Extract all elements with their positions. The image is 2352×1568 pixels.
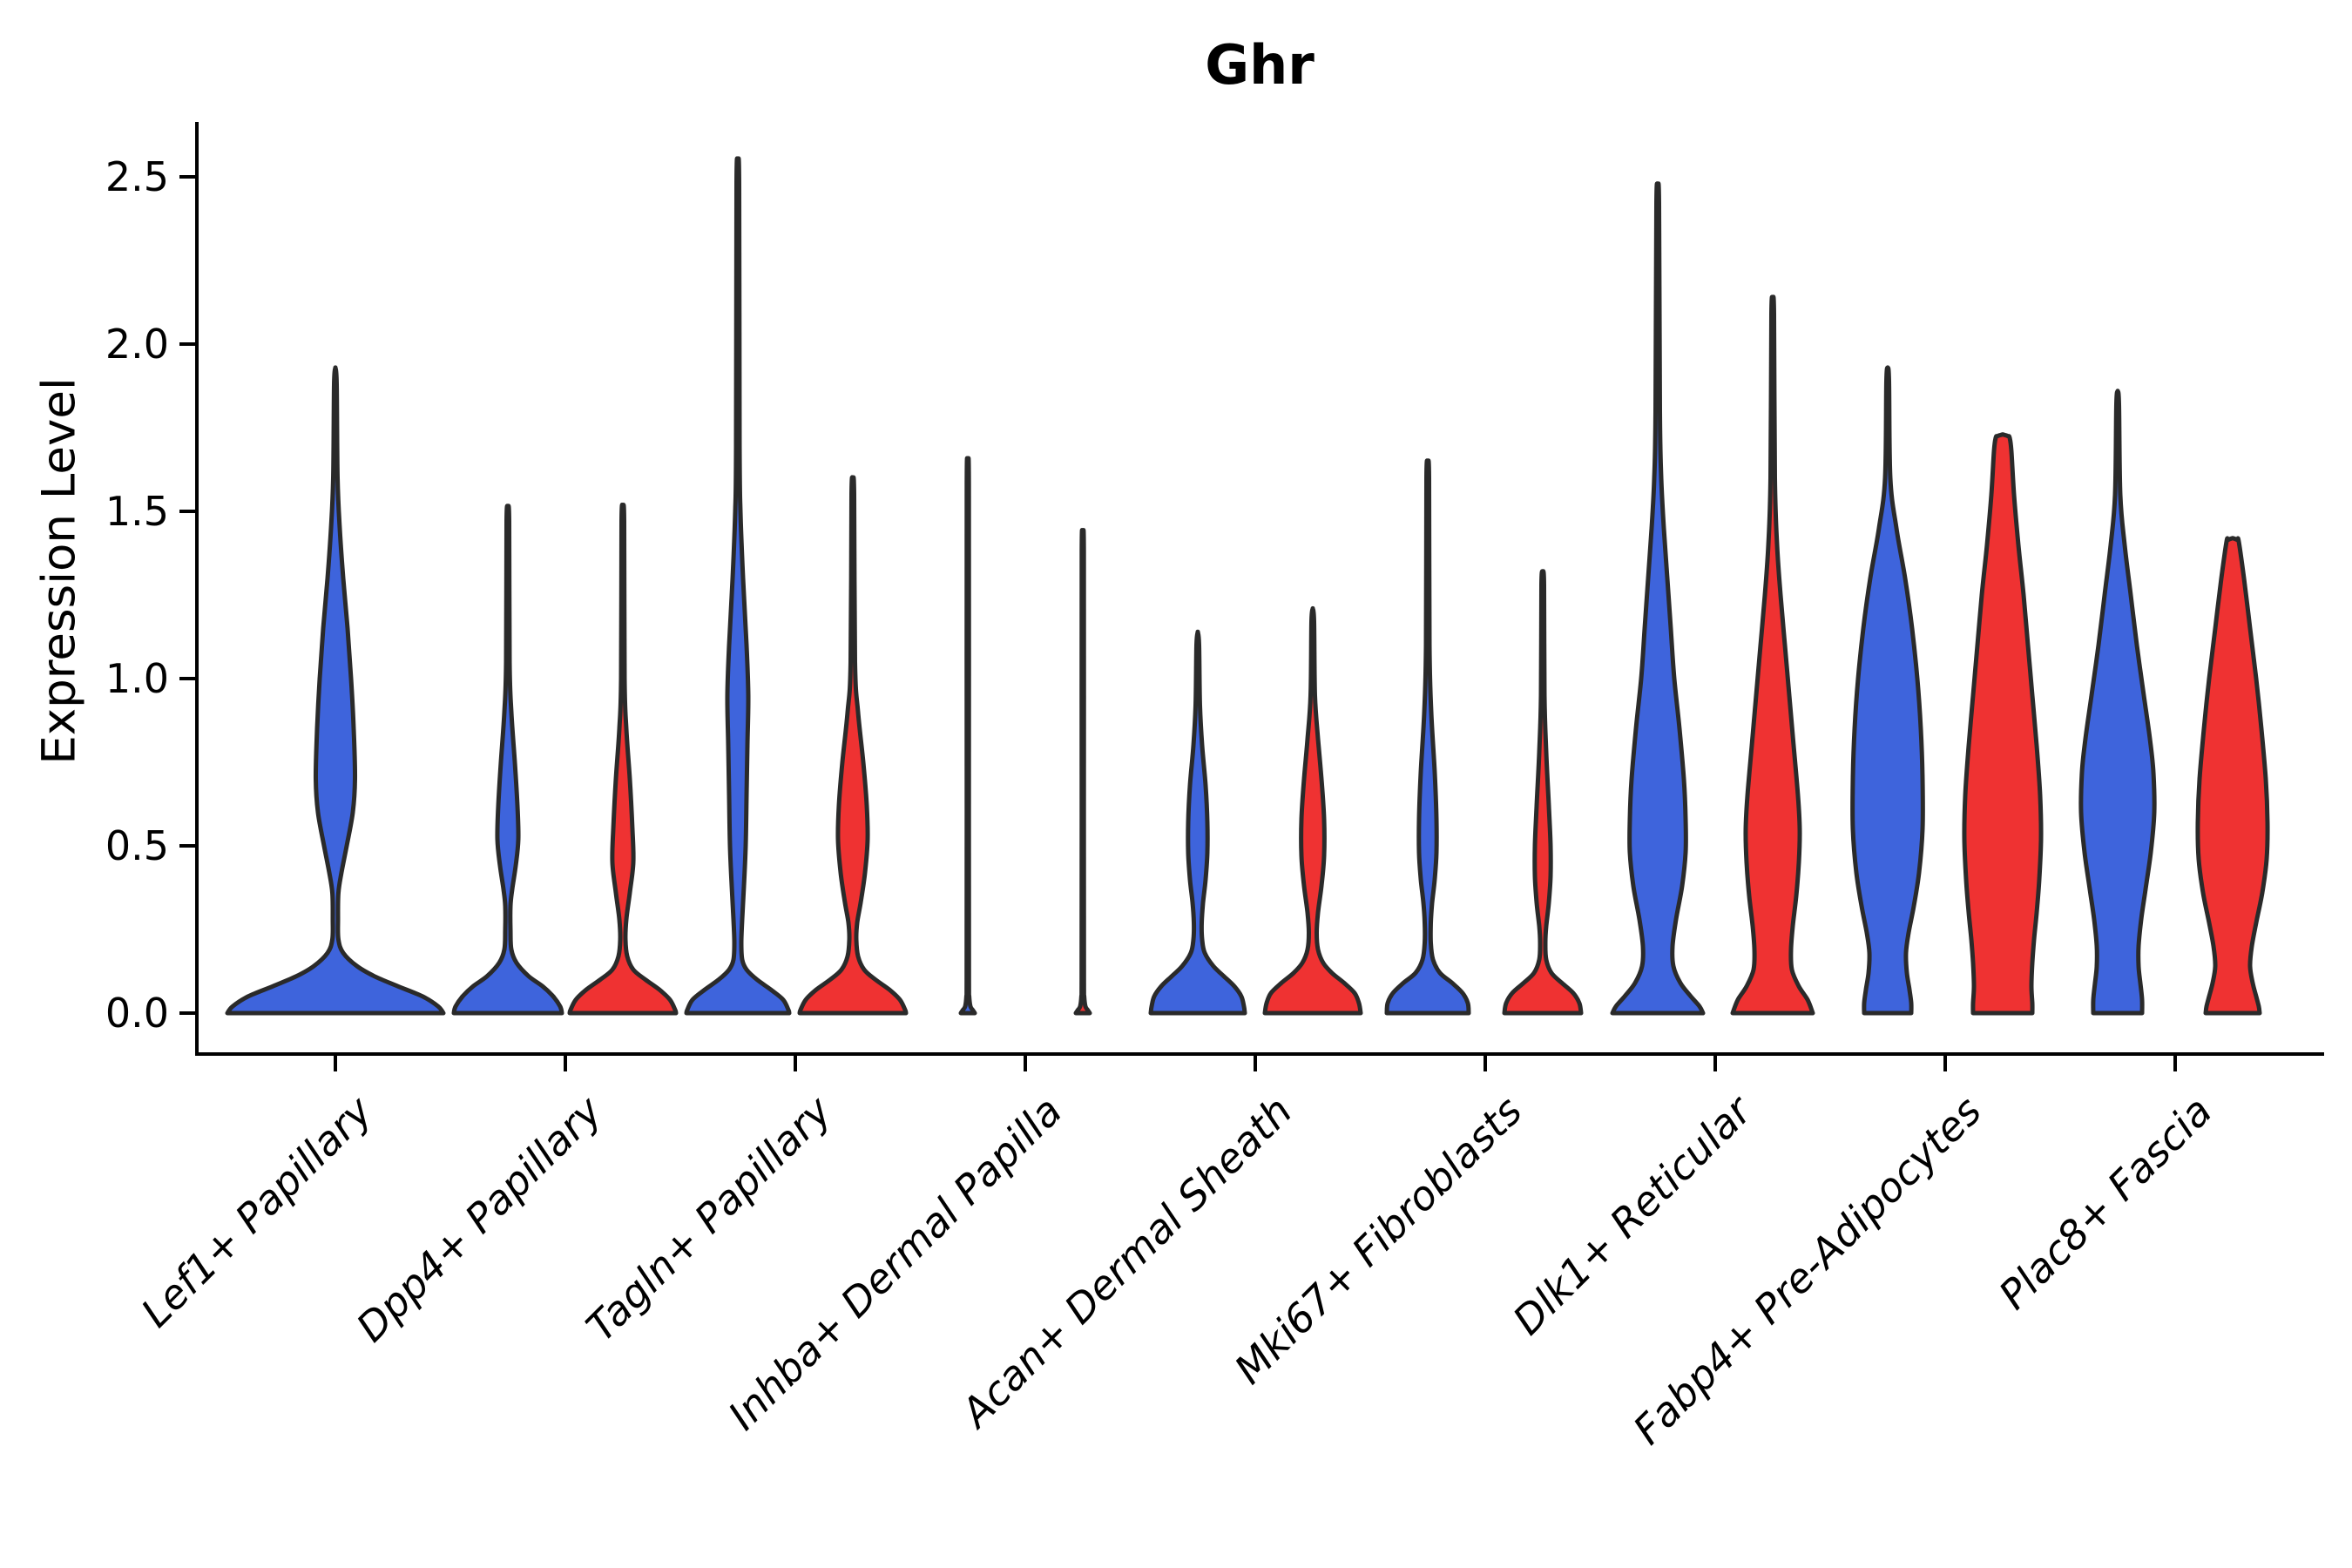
violin-g6-red — [1730, 294, 1815, 1016]
violin-g4-blue — [1148, 629, 1247, 1016]
y-tick-label: 1.5 — [105, 488, 169, 535]
violin-g1-blue — [451, 504, 564, 1016]
violin-g5-red — [1502, 569, 1584, 1016]
y-tick-label: 0.5 — [105, 822, 169, 869]
violins-layer — [225, 156, 2270, 1016]
y-axis-title: Expression Level — [32, 377, 86, 765]
y-tick-label: 2.0 — [105, 321, 169, 368]
violin-g3-blue — [958, 456, 977, 1016]
violin-g2-red — [797, 475, 909, 1016]
violin-g8-red — [2195, 536, 2270, 1016]
violin-g8-blue — [2078, 389, 2157, 1016]
axes-layer — [179, 122, 2324, 1071]
violin-g7-blue — [1850, 365, 1925, 1016]
violin-g1-red — [567, 503, 679, 1016]
y-tick-label: 0.0 — [105, 990, 169, 1037]
chart-title: Ghr — [1205, 33, 1315, 97]
violin-g0-single — [225, 365, 446, 1016]
violin-g4-red — [1262, 605, 1363, 1016]
y-tick-label: 2.5 — [105, 153, 169, 200]
violin-g2-blue — [684, 156, 792, 1016]
violin-g7-red — [1962, 432, 2044, 1016]
violin-g6-blue — [1610, 181, 1706, 1016]
violin-g3-red — [1073, 528, 1092, 1016]
violin-g5-blue — [1384, 458, 1471, 1016]
y-tick-label: 1.0 — [105, 655, 169, 702]
